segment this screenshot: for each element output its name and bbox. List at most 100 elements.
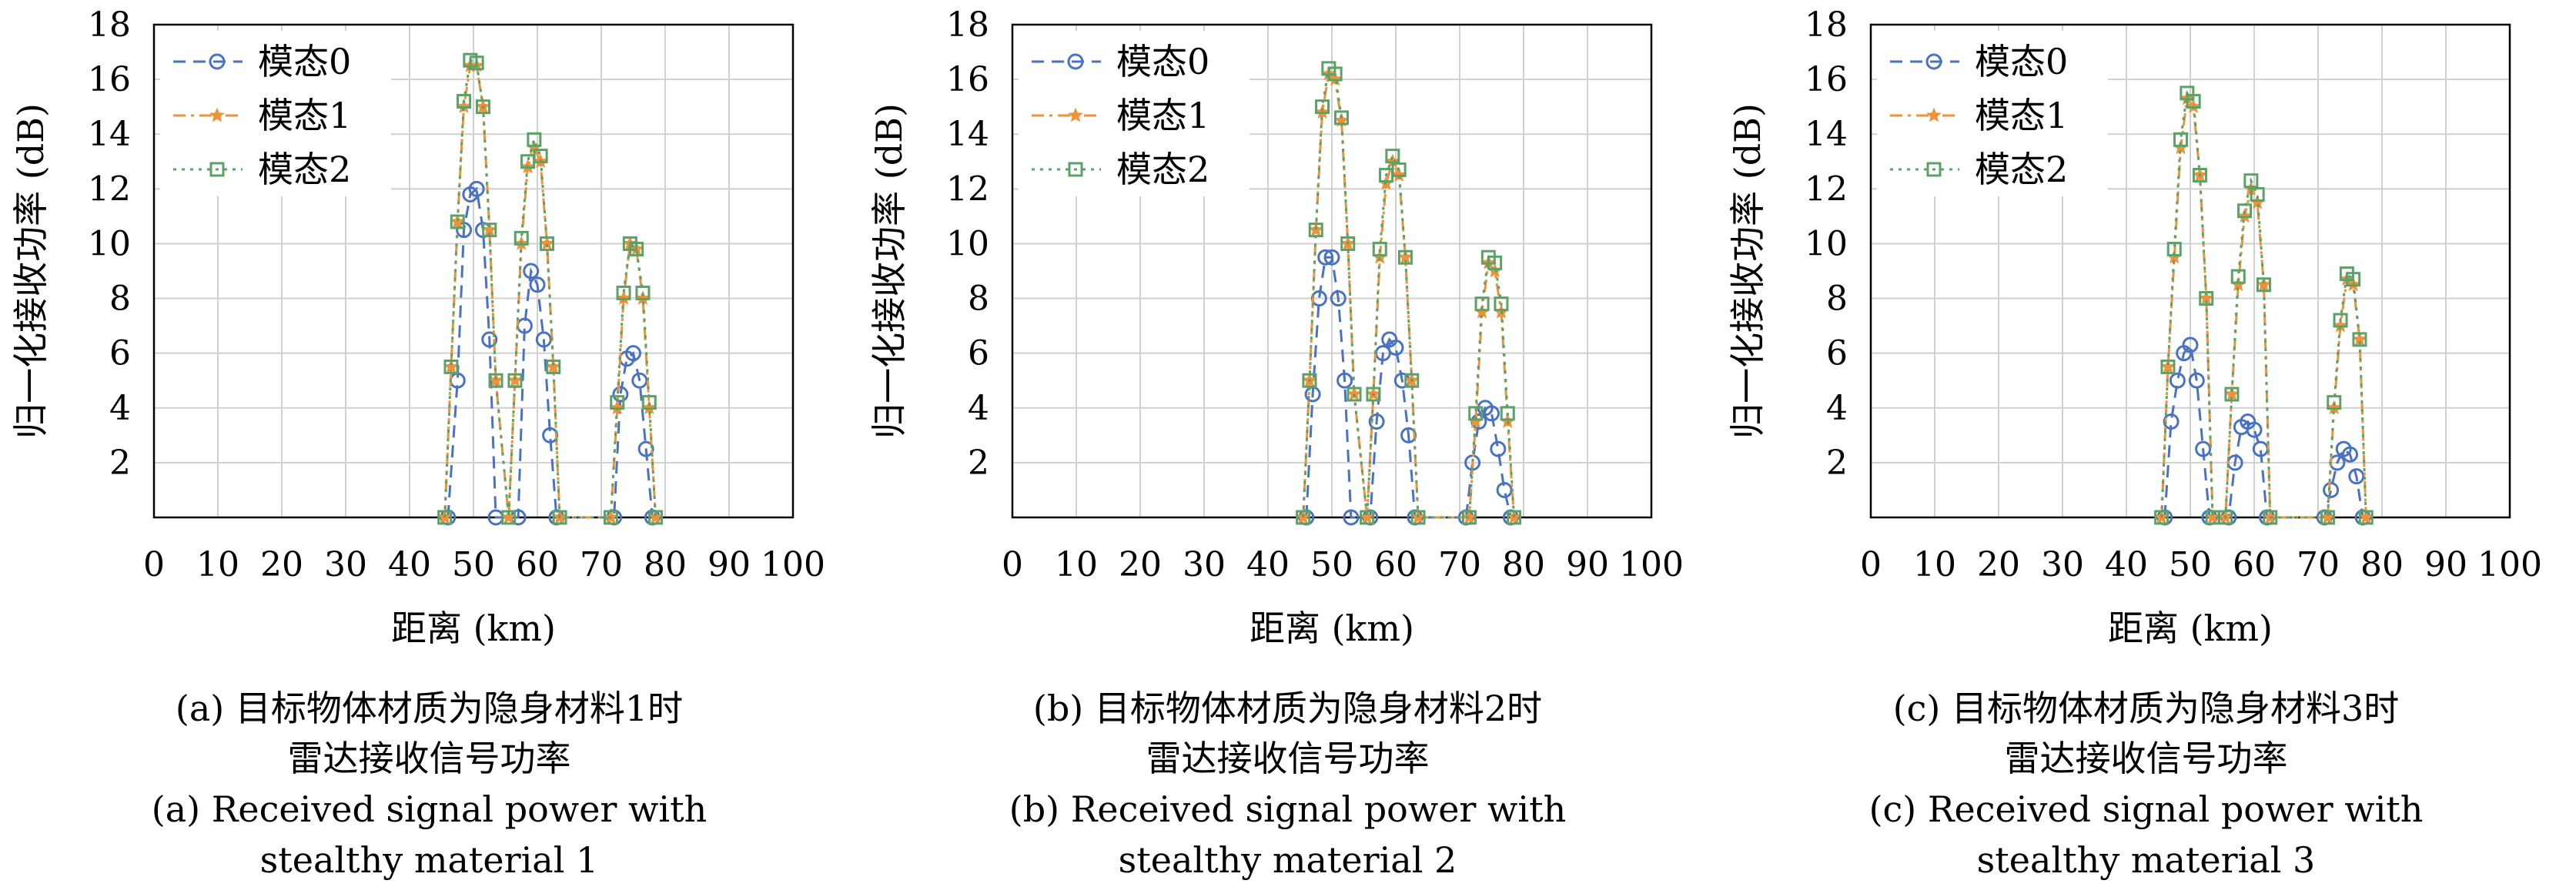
data-point bbox=[2182, 336, 2199, 353]
data-point bbox=[533, 149, 548, 164]
data-point bbox=[1484, 405, 1500, 422]
legend-marker bbox=[1067, 53, 1084, 70]
data-point bbox=[2205, 509, 2220, 524]
data-point bbox=[1461, 510, 1477, 525]
legend-label: 模态1 bbox=[1116, 95, 1209, 136]
data-point bbox=[1296, 510, 1311, 525]
data-point bbox=[2320, 510, 2335, 525]
data-point bbox=[2320, 509, 2336, 524]
caption-cn-c-line1: (c) 目标物体材质为隐身材料3时 bbox=[1892, 688, 2400, 729]
chart-panel-a: 0 10 20 30 40 50 60 70 80 90 100 2 4 6 8 10 12 14 16 18 距离 (… bbox=[0, 0, 858, 887]
data-point bbox=[612, 386, 629, 403]
data-point bbox=[2218, 510, 2233, 525]
y-tick-label: 12 bbox=[946, 169, 989, 209]
data-point bbox=[481, 331, 498, 348]
data-point bbox=[2195, 440, 2212, 457]
data-point bbox=[1500, 406, 1515, 421]
y-tick-label: 14 bbox=[946, 115, 989, 154]
y-tick-label: 12 bbox=[88, 169, 131, 209]
plot-frame bbox=[152, 23, 795, 519]
data-point bbox=[527, 132, 542, 147]
data-point bbox=[507, 372, 523, 387]
caption-en-c-line1: (c) Received signal power with bbox=[1868, 788, 2424, 830]
legend-marker bbox=[1925, 53, 1942, 70]
x-tick-label: 0 bbox=[143, 545, 165, 584]
data-point bbox=[2160, 359, 2176, 374]
data-point bbox=[1461, 509, 1477, 524]
chart-panel-c: 0 10 20 30 40 50 60 70 80 90 100 2 4 6 8 10 12 14 16 18 距离 (… bbox=[1717, 0, 2575, 887]
data-point bbox=[500, 509, 517, 524]
data-point bbox=[545, 359, 561, 373]
data-point bbox=[450, 214, 465, 229]
data-point bbox=[507, 373, 523, 388]
data-point bbox=[1347, 387, 1362, 402]
x-tick-label: 70 bbox=[1438, 545, 1481, 584]
data-point bbox=[2262, 509, 2278, 524]
data-point bbox=[2236, 208, 2253, 223]
chart-panel-b: 0 10 20 30 40 50 60 70 80 90 100 2 4 6 8 10 12 14 16 18 距离 (… bbox=[858, 0, 1717, 887]
data-point bbox=[469, 55, 484, 71]
x-tick-label: 90 bbox=[708, 545, 751, 584]
x-axis-label: 距离 (km) bbox=[2108, 608, 2273, 649]
legend-marker bbox=[209, 53, 226, 70]
data-point bbox=[2333, 313, 2348, 328]
caption-cn-b-line2: 雷达接收信号功率 bbox=[1146, 738, 1430, 779]
x-tick-label: 20 bbox=[260, 545, 303, 584]
y-tick-label: 4 bbox=[1826, 389, 1848, 428]
data-point bbox=[539, 236, 554, 251]
y-tick-label: 8 bbox=[1826, 279, 1848, 319]
data-point bbox=[468, 180, 485, 197]
data-point bbox=[2263, 510, 2278, 525]
data-point bbox=[1337, 372, 1353, 389]
legend-label: 模态2 bbox=[1975, 149, 2068, 190]
legend: 模态0 模态1 模态2 bbox=[1877, 31, 2108, 196]
x-tick-label: 100 bbox=[1619, 545, 1684, 584]
x-axis-label: 距离 (km) bbox=[391, 608, 556, 649]
x-tick-label: 70 bbox=[2297, 545, 2340, 584]
data-point bbox=[2256, 276, 2272, 292]
data-point bbox=[1507, 510, 1522, 525]
data-point bbox=[629, 242, 644, 257]
x-tick-label: 60 bbox=[516, 545, 559, 584]
y-tick-label: 6 bbox=[1826, 334, 1848, 373]
data-point bbox=[1302, 373, 1317, 388]
data-point bbox=[1317, 249, 1334, 266]
y-tick-label: 16 bbox=[88, 60, 131, 99]
legend-label: 模态0 bbox=[1975, 41, 2068, 82]
y-axis-label: 归一化接收功率 (dB) bbox=[1727, 103, 1768, 439]
data-point bbox=[2230, 269, 2246, 284]
x-tick-label: 50 bbox=[1310, 545, 1353, 584]
data-point bbox=[2224, 387, 2240, 402]
x-tick-label: 40 bbox=[388, 545, 431, 584]
data-point bbox=[625, 345, 641, 362]
legend-marker bbox=[1926, 107, 1942, 122]
series-2 bbox=[2154, 85, 2374, 525]
data-point bbox=[1327, 71, 1343, 86]
legend-label: 模态2 bbox=[1116, 149, 1209, 190]
data-point bbox=[1314, 104, 1330, 119]
caption-cn-a-line2: 雷达接收信号功率 bbox=[287, 738, 571, 779]
data-point bbox=[501, 510, 517, 525]
data-point bbox=[2163, 413, 2180, 430]
legend-marker bbox=[1068, 162, 1083, 177]
data-point bbox=[2326, 400, 2342, 415]
data-point bbox=[1391, 162, 1407, 177]
data-point bbox=[2192, 168, 2207, 183]
legend-label: 模态2 bbox=[258, 149, 351, 190]
data-point bbox=[443, 359, 459, 373]
x-tick-label: 0 bbox=[1860, 545, 1882, 584]
data-point bbox=[2246, 421, 2263, 438]
data-point bbox=[1360, 510, 1375, 525]
x-tick-label: 60 bbox=[2233, 545, 2276, 584]
data-point bbox=[2169, 372, 2186, 389]
data-point bbox=[437, 510, 453, 525]
data-point bbox=[2186, 94, 2201, 109]
data-point bbox=[1400, 427, 1417, 444]
data-point bbox=[1327, 66, 1343, 82]
x-tick-label: 30 bbox=[1183, 545, 1226, 584]
data-point bbox=[637, 440, 654, 457]
data-point bbox=[603, 510, 618, 525]
data-point bbox=[1372, 249, 1388, 264]
y-tick-label: 8 bbox=[109, 279, 131, 319]
data-point bbox=[1474, 296, 1490, 312]
